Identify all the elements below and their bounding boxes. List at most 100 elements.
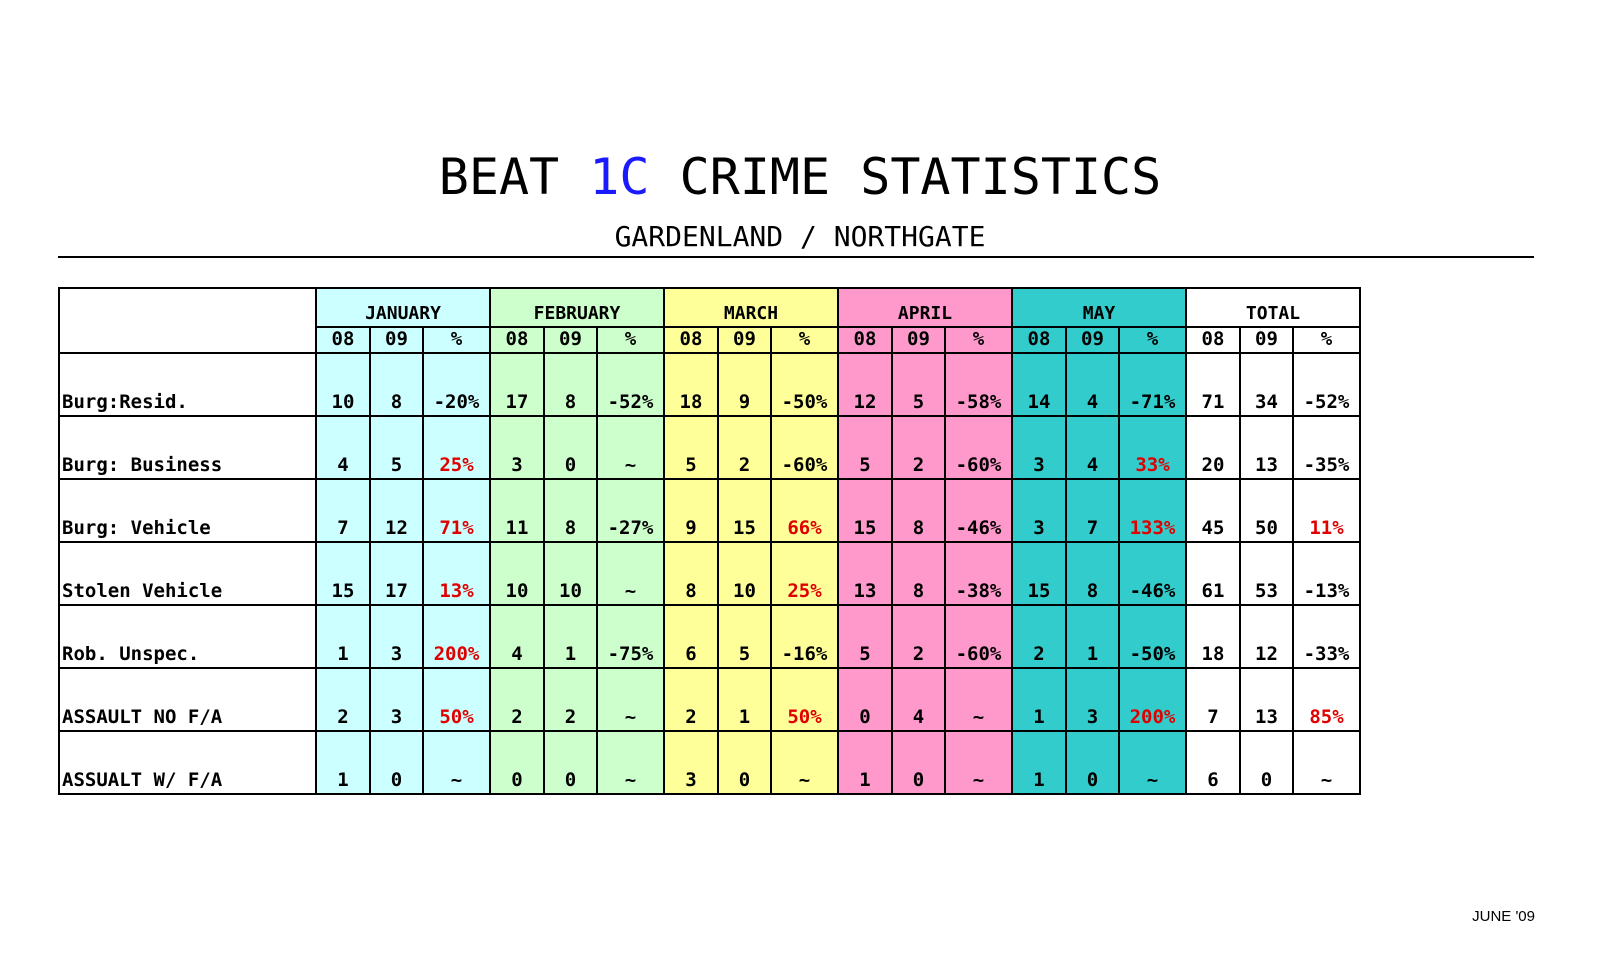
data-cell: ~ bbox=[596, 415, 665, 480]
data-cell: 9 bbox=[717, 352, 772, 417]
data-cell: 50% bbox=[422, 667, 491, 732]
group-header: TOTAL bbox=[1185, 287, 1361, 328]
row-label: Stolen Vehicle bbox=[58, 541, 317, 606]
subheader: 08 bbox=[1011, 326, 1067, 354]
data-cell: 15 bbox=[837, 478, 893, 543]
data-cell: 10 bbox=[489, 541, 545, 606]
data-cell: 15 bbox=[315, 541, 371, 606]
data-cell: 2 bbox=[663, 667, 719, 732]
data-row: Burg: Business 4 5 25% 3 0 ~5 2 -60% 5 2 -60% 3 4 33% 2… bbox=[58, 415, 1361, 480]
data-cell: ~ bbox=[596, 541, 665, 606]
data-cell: 12 bbox=[1239, 604, 1294, 669]
data-cell: -35% bbox=[1292, 415, 1361, 480]
data-cell: -13% bbox=[1292, 541, 1361, 606]
data-cell: 5 bbox=[663, 415, 719, 480]
data-cell: 50% bbox=[770, 667, 839, 732]
data-cell: 2 bbox=[891, 415, 946, 480]
data-cell: 0 bbox=[369, 730, 424, 795]
subheader-row: 08 09% 08 09% 08 09% 08 09% 08 09% 08 09% bbox=[59, 326, 1361, 354]
data-cell: 3 bbox=[369, 667, 424, 732]
data-cell: -52% bbox=[596, 352, 665, 417]
data-cell: 0 bbox=[1065, 730, 1120, 795]
data-cell: 0 bbox=[489, 730, 545, 795]
data-cell: -52% bbox=[1292, 352, 1361, 417]
data-cell: -50% bbox=[1118, 604, 1187, 669]
data-cell: 0 bbox=[543, 415, 598, 480]
row-label: Burg:Resid. bbox=[58, 352, 317, 417]
group-header: FEBRUARY bbox=[489, 287, 665, 328]
data-cell: -38% bbox=[944, 541, 1013, 606]
data-cell: -20% bbox=[422, 352, 491, 417]
data-cell: 3 bbox=[1065, 667, 1120, 732]
data-cell: 2 bbox=[717, 415, 772, 480]
data-cell: 1 bbox=[1065, 604, 1120, 669]
subheader: 09 bbox=[1065, 326, 1120, 354]
data-cell: 13 bbox=[1239, 415, 1294, 480]
data-cell: 11 bbox=[489, 478, 545, 543]
data-cell: -60% bbox=[770, 415, 839, 480]
data-row: Burg:Resid. 10 8 -20% 17 8 -52% 18 9 -50% 12 5 -58% 1… bbox=[58, 352, 1361, 417]
data-cell: 11% bbox=[1292, 478, 1361, 543]
data-cell: -50% bbox=[770, 352, 839, 417]
data-cell: 13% bbox=[422, 541, 491, 606]
data-cell: ~ bbox=[422, 730, 491, 795]
data-cell: 3 bbox=[1011, 415, 1067, 480]
data-cell: 4 bbox=[489, 604, 545, 669]
data-cell: 2 bbox=[891, 604, 946, 669]
data-cell: 1 bbox=[717, 667, 772, 732]
data-cell: 2 bbox=[543, 667, 598, 732]
data-cell: 1 bbox=[837, 730, 893, 795]
data-cell: 14 bbox=[1011, 352, 1067, 417]
title-part: CRIME STATISTICS bbox=[679, 148, 1162, 206]
group-header: MARCH bbox=[663, 287, 839, 328]
subheader: 09 bbox=[1239, 326, 1294, 354]
data-cell: 17 bbox=[369, 541, 424, 606]
data-cell: 0 bbox=[717, 730, 772, 795]
group-header-row: JANUARY FEBRUARY MARCH APRIL MAY TOTAL bbox=[58, 287, 1361, 354]
subheader: 08 bbox=[837, 326, 893, 354]
data-cell: 8 bbox=[369, 352, 424, 417]
subheader: % bbox=[1292, 326, 1361, 354]
data-cell: 8 bbox=[891, 478, 946, 543]
data-cell: 66% bbox=[770, 478, 839, 543]
data-cell: -60% bbox=[944, 604, 1013, 669]
data-cell: 0 bbox=[837, 667, 893, 732]
data-cell: ~ bbox=[596, 730, 665, 795]
data-row: ASSUALT W/ F/A 1 0 ~0 0 ~3 0 ~1 0 ~1 0 ~6 0 ~ bbox=[58, 730, 1361, 795]
data-cell: 12 bbox=[369, 478, 424, 543]
data-cell: 15 bbox=[717, 478, 772, 543]
group-header: MAY bbox=[1011, 287, 1187, 328]
stats-table: JANUARY FEBRUARY MARCH APRIL MAY TOTAL 08 09% 08… bbox=[58, 287, 1361, 795]
data-cell: 25% bbox=[770, 541, 839, 606]
data-cell: 71 bbox=[1185, 352, 1241, 417]
data-cell: 0 bbox=[1239, 730, 1294, 795]
data-cell: 4 bbox=[891, 667, 946, 732]
row-label: Burg: Business bbox=[58, 415, 317, 480]
group-header: APRIL bbox=[837, 287, 1013, 328]
data-cell: 1 bbox=[1011, 730, 1067, 795]
data-cell: -71% bbox=[1118, 352, 1187, 417]
data-cell: 3 bbox=[1011, 478, 1067, 543]
data-cell: -58% bbox=[944, 352, 1013, 417]
row-label: Burg: Vehicle bbox=[58, 478, 317, 543]
data-cell: 1 bbox=[315, 604, 371, 669]
data-cell: 1 bbox=[315, 730, 371, 795]
footer: JUNE '09 bbox=[1472, 908, 1535, 925]
corner-cell bbox=[58, 287, 317, 354]
data-cell: 25% bbox=[422, 415, 491, 480]
data-cell: 3 bbox=[663, 730, 719, 795]
data-cell: 50 bbox=[1239, 478, 1294, 543]
data-cell: 3 bbox=[369, 604, 424, 669]
data-cell: 2 bbox=[315, 667, 371, 732]
data-cell: 7 bbox=[1185, 667, 1241, 732]
data-cell: ~ bbox=[1292, 730, 1361, 795]
data-cell: 85% bbox=[1292, 667, 1361, 732]
data-cell: -46% bbox=[944, 478, 1013, 543]
data-cell: 2 bbox=[489, 667, 545, 732]
data-cell: 9 bbox=[663, 478, 719, 543]
subheader: % bbox=[1118, 326, 1187, 354]
data-cell: 4 bbox=[1065, 415, 1120, 480]
data-cell: 8 bbox=[663, 541, 719, 606]
data-cell: 5 bbox=[837, 415, 893, 480]
